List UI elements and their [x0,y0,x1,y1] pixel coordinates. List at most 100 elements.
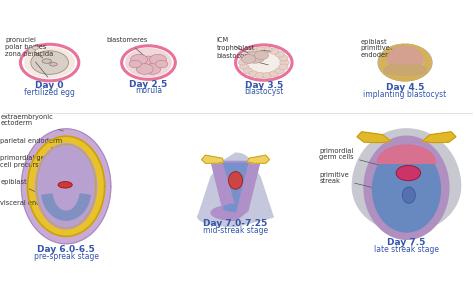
Polygon shape [423,132,456,143]
Circle shape [242,54,256,63]
Circle shape [269,71,279,77]
Ellipse shape [402,187,415,203]
Circle shape [421,66,430,72]
Circle shape [280,59,289,65]
Text: trophoblast: trophoblast [217,45,271,52]
Text: primordial germ
cell precursors: primordial germ cell precursors [0,155,63,182]
Circle shape [129,60,141,68]
Text: Day 0: Day 0 [36,81,64,90]
Circle shape [382,50,392,56]
Polygon shape [384,65,426,75]
Circle shape [380,53,389,59]
Ellipse shape [378,44,432,81]
Circle shape [255,47,265,53]
Text: fertilized egg: fertilized egg [24,88,75,97]
Circle shape [382,69,392,75]
Text: polar bodies: polar bodies [5,44,46,50]
Circle shape [398,44,407,49]
Text: blastomeres: blastomeres [106,38,147,58]
Ellipse shape [42,59,52,63]
Polygon shape [211,161,260,221]
Text: extraembryonic
ectoderm: extraembryonic ectoderm [0,114,64,131]
Circle shape [398,76,407,82]
Circle shape [275,68,284,74]
Polygon shape [224,163,247,212]
Circle shape [407,44,417,50]
Text: Day 6.0-6.5: Day 6.0-6.5 [37,245,95,254]
Text: Day 3.5: Day 3.5 [245,81,283,90]
Polygon shape [247,155,269,163]
Circle shape [249,71,258,77]
Circle shape [243,51,253,57]
Circle shape [269,48,279,54]
Text: ICM: ICM [217,38,252,55]
Circle shape [24,47,75,78]
Text: mid-streak stage: mid-streak stage [203,226,268,235]
Circle shape [419,69,428,75]
Circle shape [411,46,421,52]
Circle shape [393,75,403,81]
Circle shape [423,59,432,65]
Circle shape [385,48,395,54]
Circle shape [240,55,249,61]
Text: morula: morula [135,86,162,96]
Circle shape [33,46,38,50]
Text: late streak stage: late streak stage [374,245,439,254]
Circle shape [422,63,432,69]
Circle shape [240,64,249,70]
Circle shape [255,73,265,78]
Circle shape [378,59,387,65]
Polygon shape [373,147,440,232]
Circle shape [28,48,36,53]
Circle shape [415,72,425,78]
Text: pre-spreak stage: pre-spreak stage [34,252,99,261]
Circle shape [407,75,417,81]
Text: primitive
streak: primitive streak [319,172,406,196]
Circle shape [396,165,420,181]
Circle shape [130,54,147,65]
Circle shape [263,47,272,53]
Circle shape [263,73,272,78]
Polygon shape [21,129,111,244]
Polygon shape [357,132,390,143]
Text: zona pellucida: zona pellucida [5,51,53,77]
Circle shape [149,54,166,65]
Text: pronuclei: pronuclei [5,38,43,58]
Text: Day 4.5: Day 4.5 [386,83,424,92]
Ellipse shape [228,172,243,189]
Polygon shape [27,136,105,237]
Circle shape [419,50,428,56]
Text: visceral endoderm: visceral endoderm [0,200,78,223]
Polygon shape [198,153,273,226]
Circle shape [415,48,425,54]
Circle shape [403,44,412,49]
Circle shape [411,74,421,80]
Circle shape [389,74,399,80]
Circle shape [393,44,403,50]
Circle shape [378,56,388,62]
Circle shape [255,51,268,59]
Polygon shape [42,194,90,220]
Text: primordial
germ cells: primordial germ cells [319,148,399,170]
Text: epiblast: epiblast [0,179,64,204]
Circle shape [136,64,153,74]
Circle shape [125,48,172,77]
Circle shape [238,59,248,65]
Text: blastocoet: blastocoet [217,53,268,65]
Circle shape [279,55,288,61]
Circle shape [275,51,284,57]
Circle shape [279,64,288,70]
Ellipse shape [58,181,72,188]
Circle shape [249,48,258,54]
Text: implanting blastocyst: implanting blastocyst [364,90,447,99]
Circle shape [421,53,430,59]
Text: blastocyst: blastocyst [244,87,283,96]
Polygon shape [387,46,423,73]
Circle shape [378,63,388,69]
Circle shape [243,68,253,74]
Polygon shape [364,136,449,239]
Text: epiblast: epiblast [360,39,400,53]
Circle shape [403,76,412,82]
Circle shape [380,66,389,72]
Circle shape [246,52,265,63]
